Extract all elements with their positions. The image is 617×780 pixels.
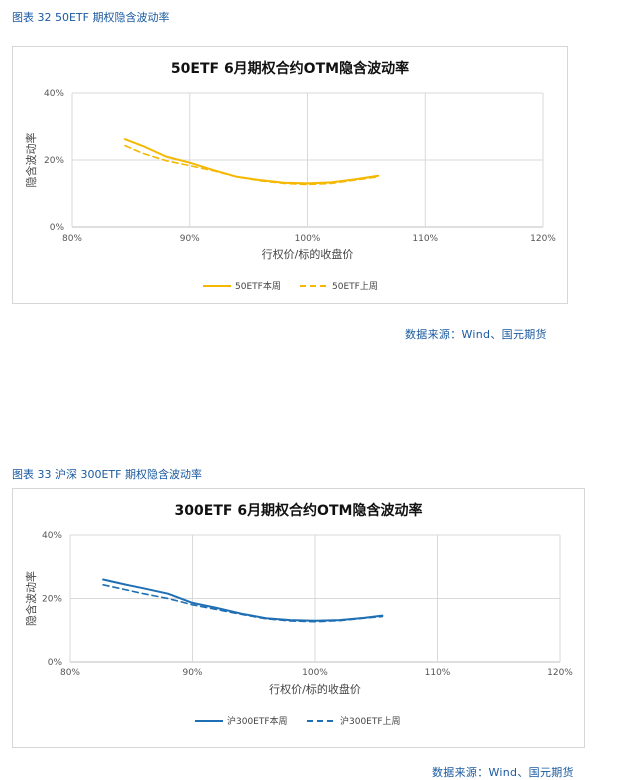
x-tick-label: 110%	[425, 668, 451, 678]
y-axis-label: 隐含波动率	[24, 571, 38, 626]
legend-label: 50ETF本周	[235, 280, 281, 292]
x-tick-label: 90%	[182, 668, 202, 678]
figure-caption: 图表 32 50ETF 期权隐含波动率	[12, 11, 170, 24]
legend-label: 沪300ETF本周	[227, 715, 288, 727]
x-tick-label: 100%	[302, 668, 328, 678]
x-tick-label: 90%	[180, 234, 200, 244]
y-tick-label: 0%	[50, 223, 65, 233]
x-tick-label: 120%	[547, 668, 573, 678]
series-line	[124, 144, 380, 186]
x-axis-label: 行权价/标的收盘价	[262, 247, 354, 261]
legend-label: 沪300ETF上周	[340, 715, 401, 727]
source-note: 数据来源：Wind、国元期货	[405, 328, 547, 341]
x-tick-label: 80%	[62, 234, 82, 244]
x-tick-label: 80%	[60, 668, 80, 678]
figure-caption: 图表 33 沪深 300ETF 期权隐含波动率	[12, 468, 202, 481]
line-chart: 50ETF 6月期权合约OTM隐含波动率 0% 20% 40% 80% 90% 100% 11…	[24, 60, 556, 292]
line-chart: 300ETF 6月期权合约OTM隐含波动率 0% 20% 40% 80% 90% 100% 1…	[24, 502, 573, 727]
y-tick-label: 20%	[42, 595, 62, 605]
chart-panel: 300ETF 6月期权合约OTM隐含波动率 0% 20% 40% 80% 90% 100% 1…	[12, 488, 585, 748]
series-line	[124, 138, 380, 185]
x-tick-label: 100%	[295, 234, 321, 244]
legend-label: 50ETF上周	[332, 281, 378, 292]
y-tick-label: 20%	[44, 156, 64, 166]
y-tick-label: 40%	[42, 531, 62, 541]
chart-title: 300ETF 6月期权合约OTM隐含波动率	[175, 502, 423, 519]
x-axis-label: 行权价/标的收盘价	[269, 682, 361, 696]
chart-title: 50ETF 6月期权合约OTM隐含波动率	[171, 60, 409, 77]
x-tick-label: 120%	[530, 234, 556, 244]
y-tick-label: 40%	[44, 89, 64, 99]
y-tick-label: 0%	[48, 658, 63, 668]
source-note: 数据来源：Wind、国元期货	[432, 766, 574, 779]
y-axis-label: 隐含波动率	[24, 133, 38, 188]
series-line	[102, 584, 384, 623]
chart-panel: 50ETF 6月期权合约OTM隐含波动率 0% 20% 40% 80% 90% 100% 11…	[12, 46, 568, 304]
x-tick-label: 110%	[412, 234, 438, 244]
